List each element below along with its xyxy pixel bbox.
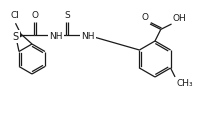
Text: O: O bbox=[32, 11, 39, 20]
Text: NH: NH bbox=[49, 32, 63, 41]
Text: CH₃: CH₃ bbox=[176, 79, 193, 88]
Text: NH: NH bbox=[81, 32, 95, 41]
Text: OH: OH bbox=[173, 14, 186, 23]
Text: S: S bbox=[13, 32, 19, 42]
Text: O: O bbox=[141, 13, 148, 22]
Text: Cl: Cl bbox=[10, 11, 19, 20]
Text: S: S bbox=[64, 11, 70, 20]
